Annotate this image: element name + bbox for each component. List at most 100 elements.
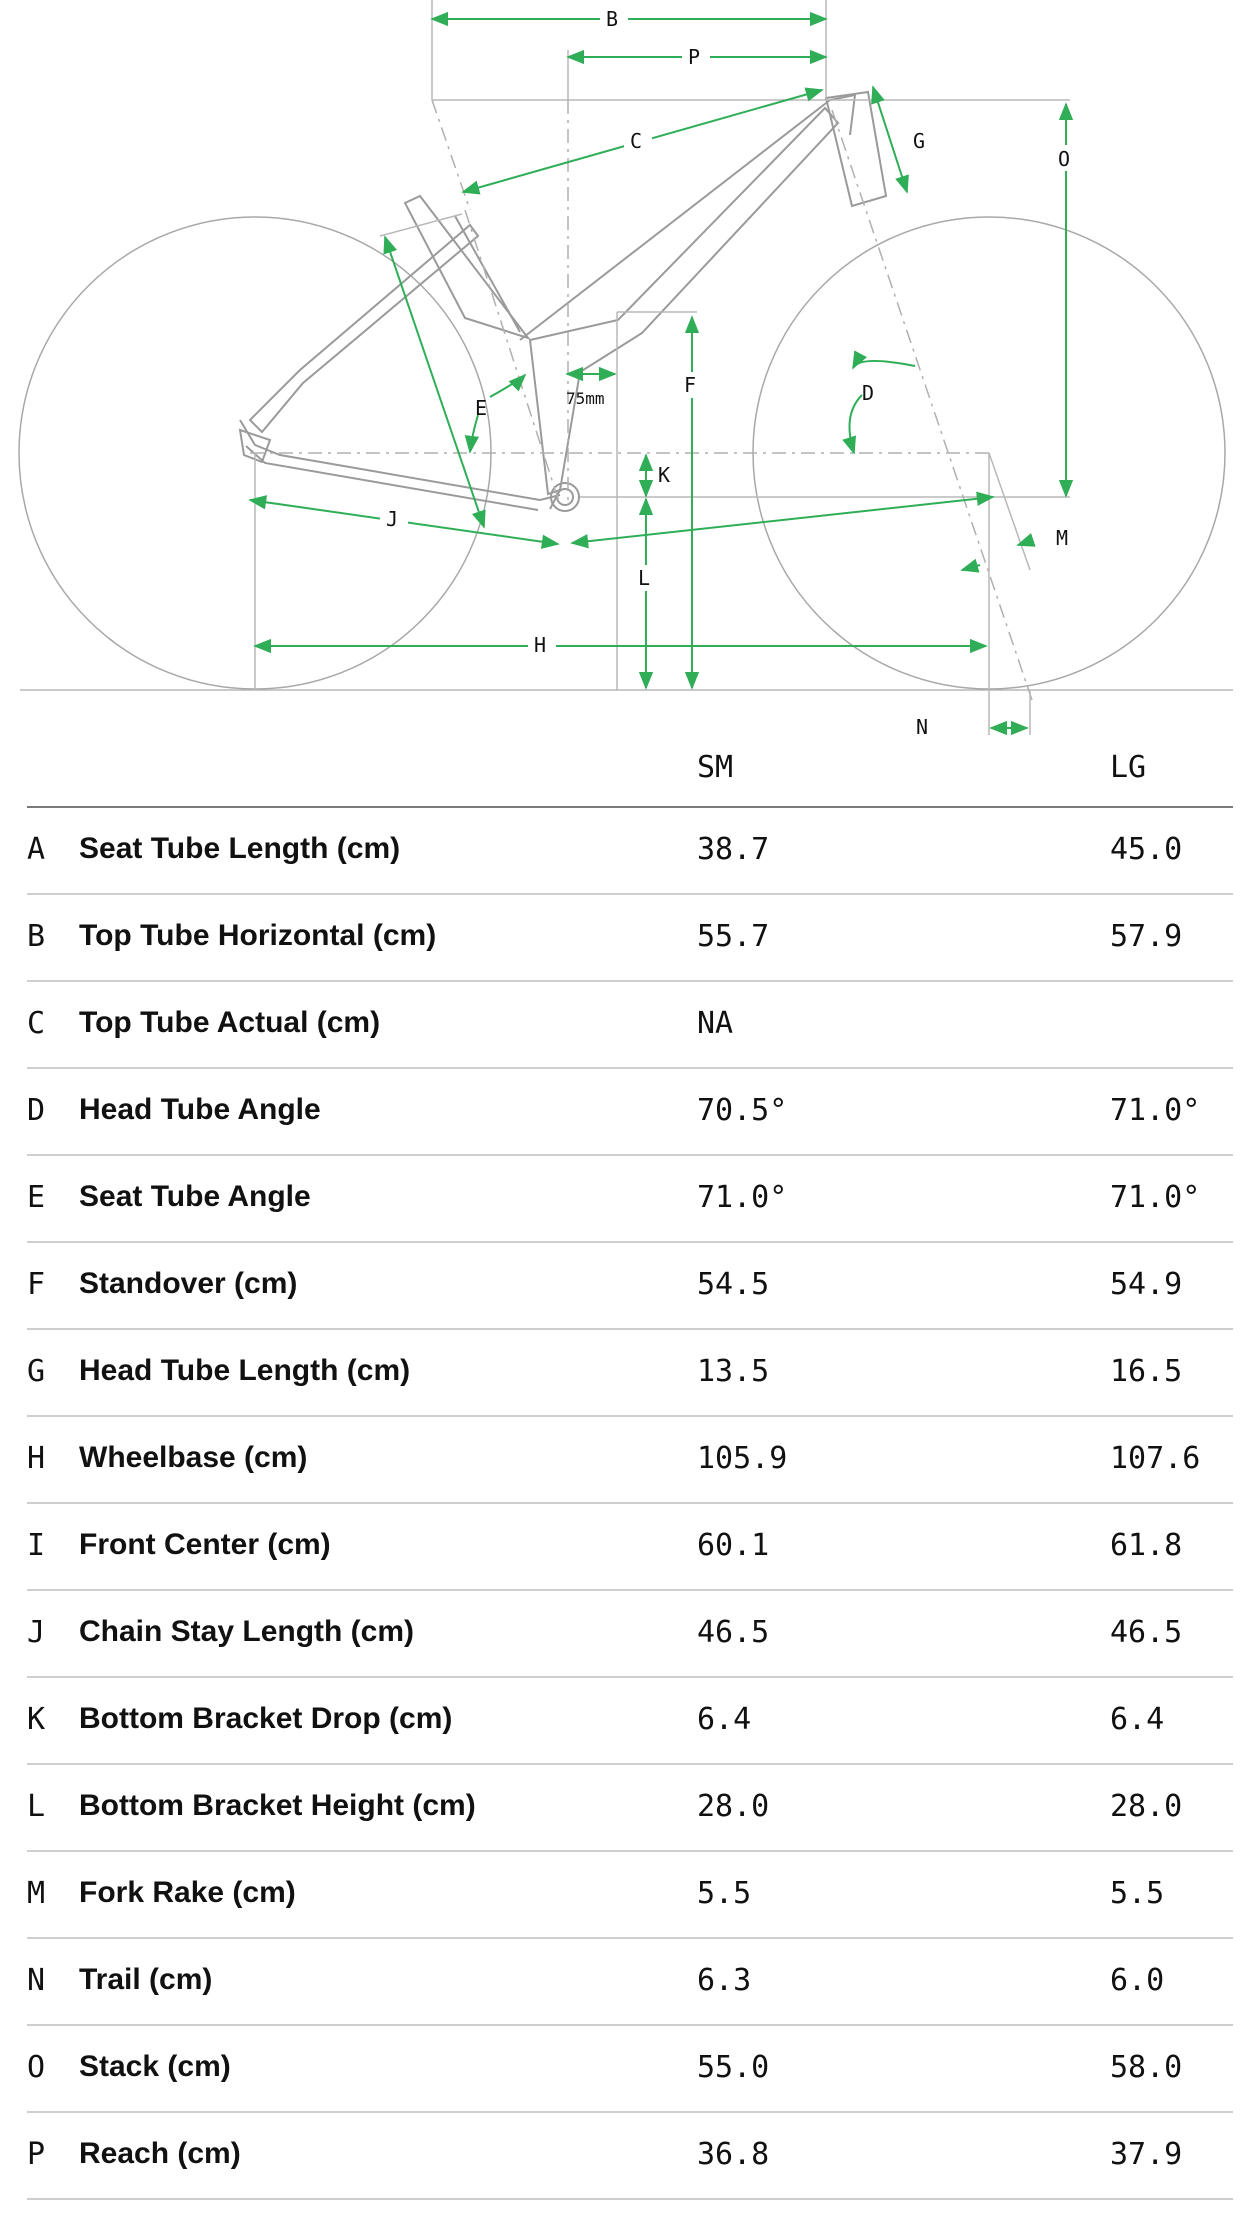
row-letter: J	[27, 1615, 46, 1650]
label-N: N	[916, 715, 928, 739]
label-M: M	[1056, 526, 1068, 550]
value-lg: 5.5	[1110, 1876, 1165, 1911]
label-P: P	[688, 45, 700, 69]
row-letter: E	[27, 1180, 46, 1215]
value-lg: 46.5	[1110, 1615, 1183, 1650]
value-sm: 55.7	[697, 919, 770, 954]
row-letter: I	[27, 1528, 46, 1563]
value-sm: 13.5	[697, 1354, 770, 1389]
size-header-lg: LG	[1110, 750, 1147, 785]
table-row: L Bottom Bracket Height (cm) 28.0 28.0	[27, 1765, 1233, 1852]
row-letter: C	[27, 1006, 46, 1041]
row-letter: H	[27, 1441, 46, 1476]
value-sm: NA	[697, 1006, 734, 1041]
dimension-lines	[248, 11, 1074, 736]
table-row: P Reach (cm) 36.8 37.9	[27, 2113, 1233, 2200]
table-row: K Bottom Bracket Drop (cm) 6.4 6.4	[27, 1678, 1233, 1765]
row-letter: K	[27, 1702, 46, 1737]
value-sm: 6.3	[697, 1963, 752, 1998]
row-label: Top Tube Horizontal (cm)	[79, 919, 437, 952]
value-lg: 6.4	[1110, 1702, 1165, 1737]
dimension-labels: B P C G O E F 75mm K D J L H M N	[380, 6, 1080, 739]
row-letter: M	[27, 1876, 46, 1911]
construction-lines	[250, 0, 1070, 735]
value-lg: 107.6	[1110, 1441, 1201, 1476]
table-row: N Trail (cm) 6.3 6.0	[27, 1939, 1233, 2026]
row-label: Bottom Bracket Drop (cm)	[79, 1702, 453, 1735]
value-lg: 58.0	[1110, 2050, 1183, 2085]
table-row: A Seat Tube Length (cm) 38.7 45.0	[27, 808, 1233, 895]
geometry-table-header: SM LG	[27, 740, 1233, 808]
value-sm: 60.1	[697, 1528, 770, 1563]
row-label: Standover (cm)	[79, 1267, 298, 1300]
row-letter: L	[27, 1789, 46, 1824]
row-label: Wheelbase (cm)	[79, 1441, 308, 1474]
table-row: E Seat Tube Angle 71.0° 71.0°	[27, 1156, 1233, 1243]
row-label: Bottom Bracket Height (cm)	[79, 1789, 476, 1822]
table-row: H Wheelbase (cm) 105.9 107.6	[27, 1417, 1233, 1504]
row-letter: B	[27, 919, 46, 954]
value-sm: 71.0°	[697, 1180, 788, 1215]
table-row: G Head Tube Length (cm) 13.5 16.5	[27, 1330, 1233, 1417]
value-lg: 61.8	[1110, 1528, 1183, 1563]
value-sm: 38.7	[697, 832, 770, 867]
value-lg: 71.0°	[1110, 1180, 1201, 1215]
label-L: L	[638, 566, 650, 590]
value-lg: 37.9	[1110, 2137, 1183, 2172]
label-K: K	[658, 463, 670, 487]
value-sm: 6.4	[697, 1702, 752, 1737]
value-sm: 28.0	[697, 1789, 770, 1824]
table-row: J Chain Stay Length (cm) 46.5 46.5	[27, 1591, 1233, 1678]
size-header-sm: SM	[697, 750, 734, 785]
table-row: C Top Tube Actual (cm) NA	[27, 982, 1233, 1069]
row-label: Front Center (cm)	[79, 1528, 331, 1561]
value-lg: 28.0	[1110, 1789, 1183, 1824]
value-sm: 55.0	[697, 2050, 770, 2085]
row-letter: O	[27, 2050, 46, 2085]
table-row: B Top Tube Horizontal (cm) 55.7 57.9	[27, 895, 1233, 982]
table-row: O Stack (cm) 55.0 58.0	[27, 2026, 1233, 2113]
label-G: G	[913, 129, 925, 153]
row-label: Top Tube Actual (cm)	[79, 1006, 381, 1039]
value-lg: 45.0	[1110, 832, 1183, 867]
row-label: Head Tube Length (cm)	[79, 1354, 411, 1387]
row-letter: F	[27, 1267, 46, 1302]
value-lg: 71.0°	[1110, 1093, 1201, 1128]
value-lg: 54.9	[1110, 1267, 1183, 1302]
label-D: D	[862, 381, 874, 405]
table-row: F Standover (cm) 54.5 54.9	[27, 1243, 1233, 1330]
geometry-table: SM LG A Seat Tube Length (cm) 38.7 45.0 B Top…	[27, 740, 1233, 2200]
row-label: Chain Stay Length (cm)	[79, 1615, 415, 1648]
label-75mm: 75mm	[566, 389, 605, 408]
row-letter: A	[27, 832, 46, 867]
row-label: Stack (cm)	[79, 2050, 231, 2083]
value-sm: 70.5°	[697, 1093, 788, 1128]
value-sm: 46.5	[697, 1615, 770, 1650]
row-label: Fork Rake (cm)	[79, 1876, 296, 1909]
row-letter: D	[27, 1093, 46, 1128]
value-sm: 105.9	[697, 1441, 788, 1476]
value-lg: 6.0	[1110, 1963, 1165, 1998]
value-lg: 16.5	[1110, 1354, 1183, 1389]
value-sm: 54.5	[697, 1267, 770, 1302]
label-C: C	[630, 129, 642, 153]
row-label: Trail (cm)	[79, 1963, 213, 1996]
row-label: Head Tube Angle	[79, 1093, 321, 1126]
table-row: M Fork Rake (cm) 5.5 5.5	[27, 1852, 1233, 1939]
label-H: H	[534, 633, 546, 657]
row-label: Seat Tube Angle	[79, 1180, 311, 1213]
row-letter: N	[27, 1963, 46, 1998]
bike-frame	[238, 90, 888, 512]
label-E: E	[475, 396, 487, 420]
label-F: F	[684, 373, 696, 397]
value-sm: 5.5	[697, 1876, 752, 1911]
geometry-rows: A Seat Tube Length (cm) 38.7 45.0 B Top Tube …	[27, 808, 1233, 2200]
table-row: D Head Tube Angle 70.5° 71.0°	[27, 1069, 1233, 1156]
value-sm: 36.8	[697, 2137, 770, 2172]
bike-geometry-diagram: B P C G O E F 75mm K D J L H M N	[18, 0, 1233, 739]
row-label: Seat Tube Length (cm)	[79, 832, 401, 865]
row-label: Reach (cm)	[79, 2137, 241, 2170]
table-row: I Front Center (cm) 60.1 61.8	[27, 1504, 1233, 1591]
row-letter: P	[27, 2137, 46, 2172]
label-J: J	[386, 507, 398, 531]
